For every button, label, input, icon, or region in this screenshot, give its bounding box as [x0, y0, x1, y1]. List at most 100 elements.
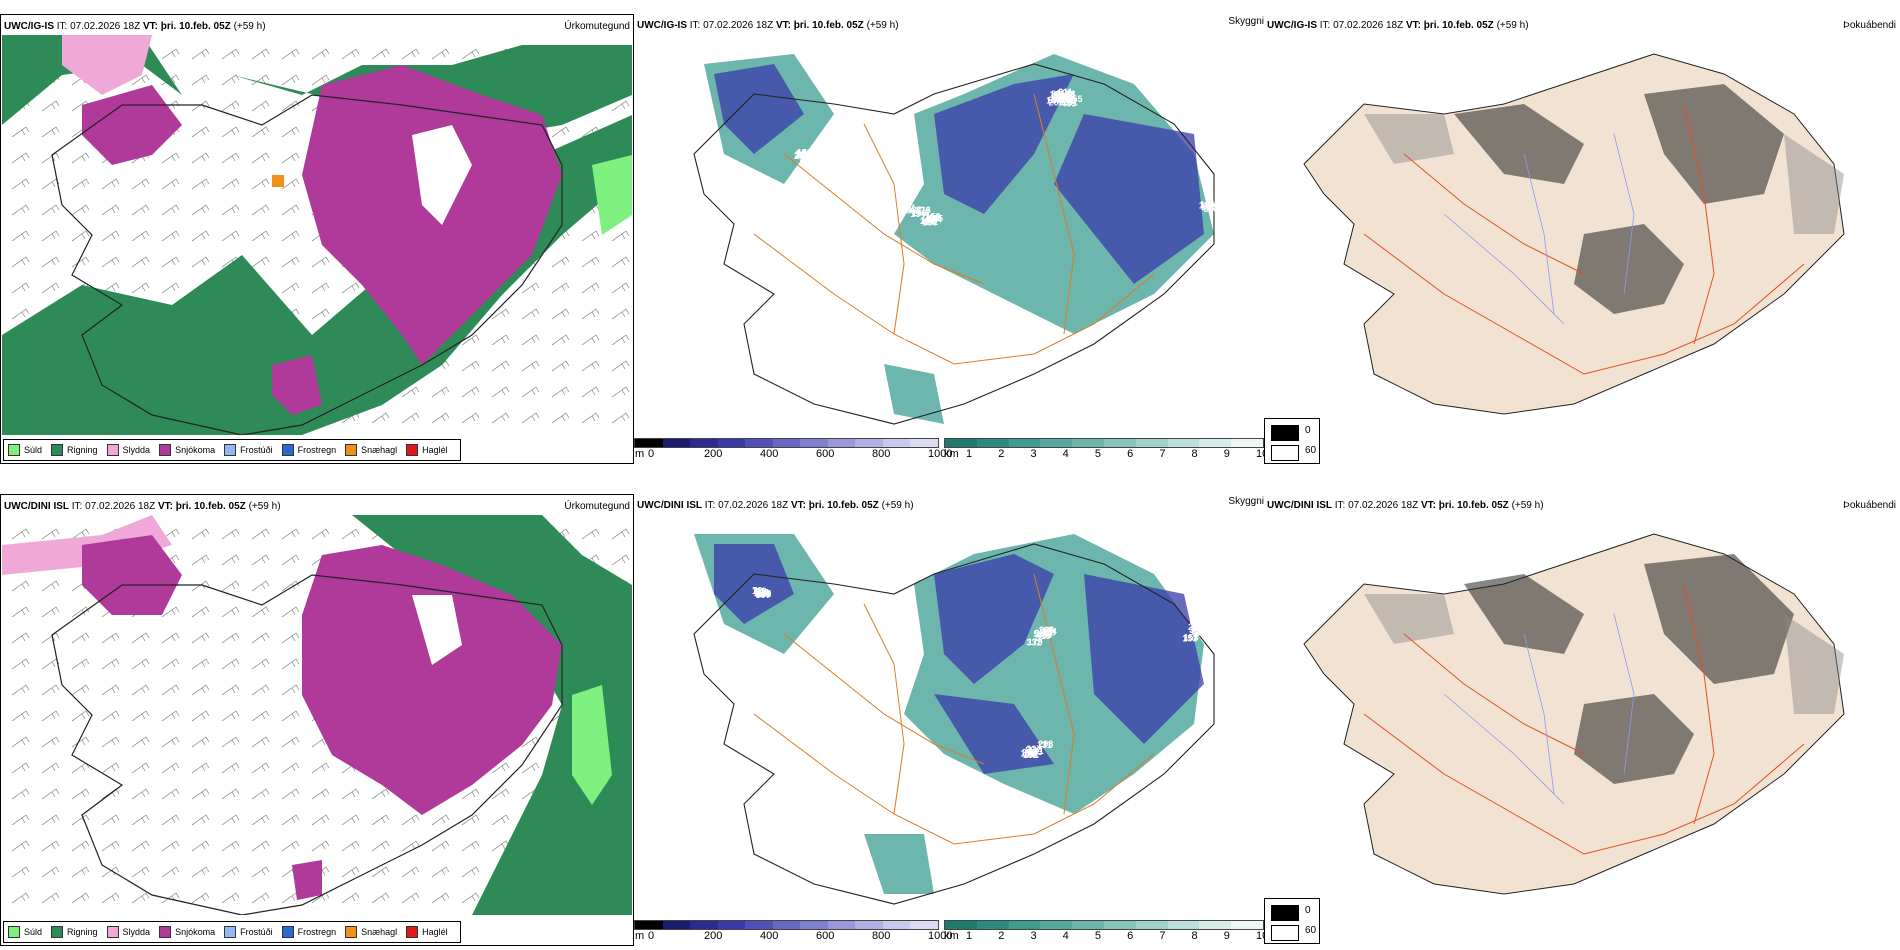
wind-barb: [11, 282, 30, 294]
wind-barb: [281, 48, 300, 60]
wind-barb: [41, 736, 60, 748]
wind-barb: [221, 74, 240, 86]
wind-barb: [221, 580, 240, 592]
wind-barb: [521, 762, 540, 774]
wind-barb: [371, 866, 390, 878]
wind-barb: [131, 282, 150, 294]
wind-barb: [191, 256, 210, 268]
wind-barb: [221, 606, 240, 618]
snow-area-s: [272, 355, 322, 415]
fog-legend-swatch: [1271, 425, 1299, 441]
wind-barb: [71, 632, 90, 644]
wind-barb: [221, 178, 240, 190]
legend-label: Frostregn: [297, 445, 337, 455]
visibility-label: 105: [928, 213, 943, 223]
road-network: [753, 573, 1155, 845]
colorbar-tick: 7: [1159, 930, 1166, 942]
wind-barb: [101, 658, 120, 670]
colorbar-tick: 5: [1094, 930, 1101, 942]
wind-barb: [611, 528, 630, 540]
wind-barb: [311, 788, 330, 800]
panel-title: Þokuábendi: [1843, 20, 1896, 31]
visibility-label: 130: [922, 218, 937, 228]
colorbar-tick: 600: [816, 448, 835, 460]
visibility-panel-bottom: UWC/DINI ISL IT: 07.02.2026 18Z VT: þri.…: [634, 494, 1268, 946]
wind-barb: [581, 528, 600, 540]
fog-legend-swatch: [1271, 445, 1299, 461]
wind-barb: [221, 710, 240, 722]
colorbar-tick: 400: [760, 448, 779, 460]
precip-type-panel-bottom: UWC/DINI ISL IT: 07.02.2026 18Z VT: þri.…: [0, 494, 634, 946]
wind-barb: [611, 256, 630, 268]
wind-barb: [461, 866, 480, 878]
height-colorbar: m 0 200 400 600 800 1000: [634, 438, 952, 464]
legend-swatch: [281, 926, 294, 938]
wind-barb: [311, 528, 330, 540]
visibility-label: 118: [921, 215, 936, 225]
wind-barb: [191, 762, 210, 774]
wind-barb: [431, 814, 450, 826]
wind-barb: [11, 256, 30, 268]
wind-barb: [251, 658, 270, 670]
wind-barb: [161, 606, 180, 618]
wind-barb: [11, 788, 30, 800]
visibility-label: 153: [1182, 633, 1197, 643]
fog-shading-light: [1364, 594, 1844, 714]
road-network: [1363, 583, 1805, 855]
wind-barb: [191, 178, 210, 190]
visibility-label: 188: [1060, 89, 1075, 99]
colorbar-tick: 1000: [928, 448, 953, 460]
wind-barb: [11, 580, 30, 592]
legend-item: Snjókoma: [159, 926, 215, 938]
visibility-label: 202: [1049, 97, 1064, 107]
wind-barb: [161, 658, 180, 670]
legend-swatch: [281, 444, 294, 456]
legend-label: Rigning: [67, 445, 98, 455]
wind-barb: [71, 788, 90, 800]
legend-item: Snæhagl: [345, 926, 397, 938]
wind-barb: [251, 606, 270, 618]
wind-barb: [401, 892, 420, 904]
wind-barb: [101, 762, 120, 774]
visibility-label: 150: [926, 212, 941, 222]
visibility-label: 98: [799, 153, 809, 163]
visibility-label: 307: [756, 590, 771, 600]
wind-barb: [11, 840, 30, 852]
visibility-label: 909: [796, 149, 811, 159]
wind-barb: [311, 256, 330, 268]
fog-panel-top: UWC/IG-IS IT: 07.02.2026 18Z VT: þri. 10…: [1264, 14, 1900, 464]
wind-barb: [251, 100, 270, 112]
wind-barb: [551, 334, 570, 346]
fog-shading: [1464, 554, 1794, 784]
visibility-label: 167: [1038, 626, 1053, 636]
visibility-label: 938: [1035, 628, 1050, 638]
visibility-colorbar: km 1 2 3 4 5 6 7 8 9 10: [944, 438, 1268, 464]
wind-barb: [191, 126, 210, 138]
wind-barb: [371, 840, 390, 852]
colorbar-tick: 3: [1030, 930, 1037, 942]
visibility-label: 97: [1191, 624, 1201, 634]
visibility-label: 217: [1195, 627, 1210, 637]
wind-barb: [71, 658, 90, 670]
wind-barb: [131, 840, 150, 852]
legend-label: Snæhagl: [361, 927, 398, 937]
wind-barb: [161, 528, 180, 540]
legend-label: Haglél: [422, 927, 448, 937]
wind-barb: [161, 684, 180, 696]
wind-barb: [251, 554, 270, 566]
visibility-label: 106: [1200, 200, 1215, 210]
wind-barb: [101, 710, 120, 722]
wind-barb: [341, 282, 360, 294]
wind-barb: [71, 684, 90, 696]
wind-barb: [11, 762, 30, 774]
legend-swatch: [406, 444, 419, 456]
wind-barb: [41, 684, 60, 696]
wind-barb: [281, 554, 300, 566]
wind-barb: [221, 230, 240, 242]
wind-barb: [551, 308, 570, 320]
wind-barb: [71, 152, 90, 164]
wind-barb: [221, 736, 240, 748]
wind-barb: [281, 658, 300, 670]
legend-item: Súld: [8, 926, 42, 938]
